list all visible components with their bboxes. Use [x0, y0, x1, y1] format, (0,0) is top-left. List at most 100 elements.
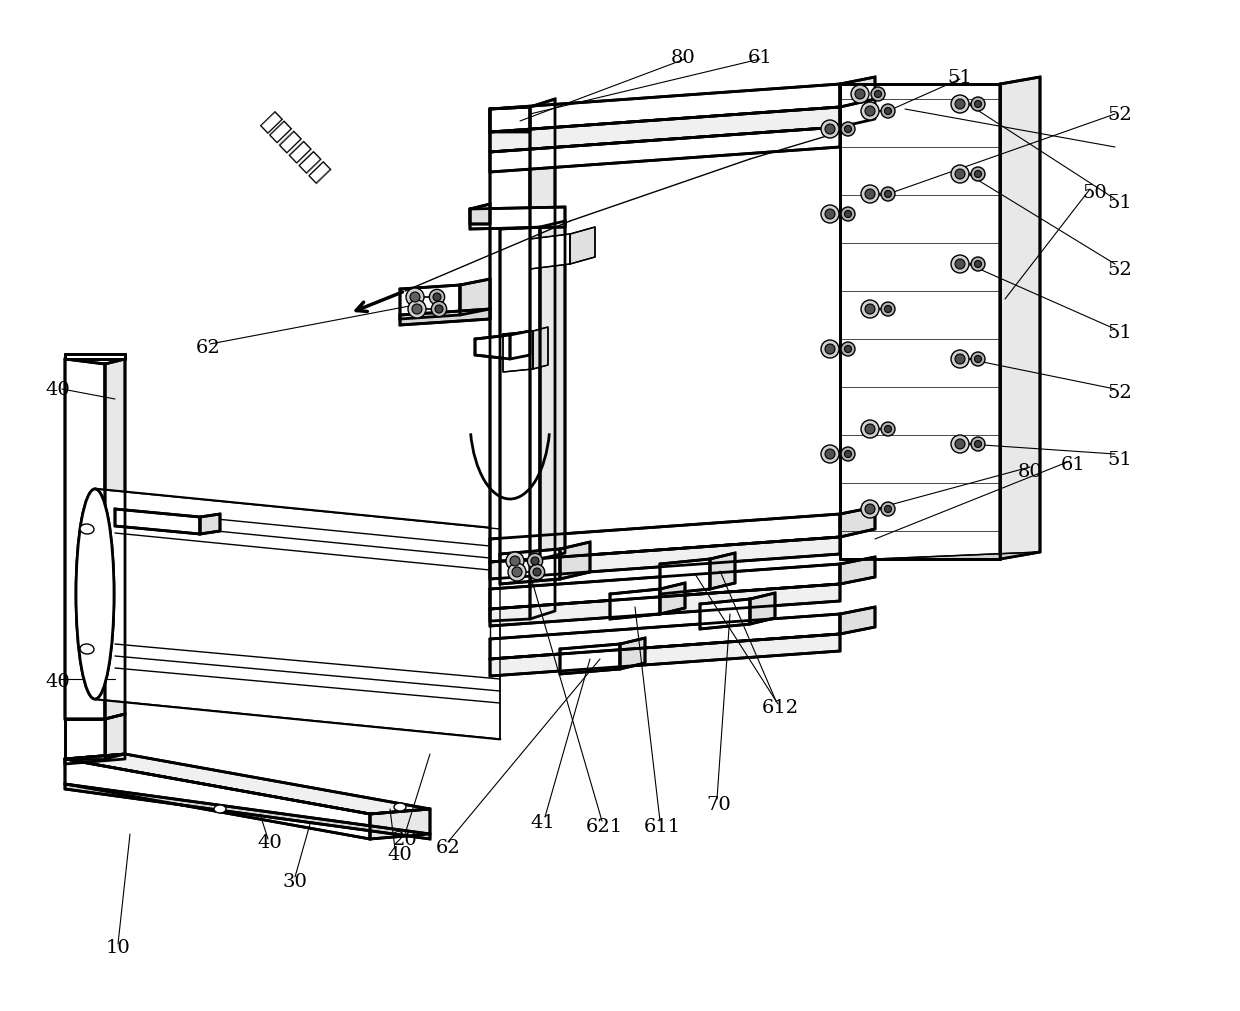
Circle shape — [506, 552, 525, 570]
Circle shape — [880, 302, 895, 316]
Circle shape — [844, 346, 852, 353]
Text: 40: 40 — [388, 845, 413, 863]
Polygon shape — [470, 205, 490, 224]
Text: 51: 51 — [1107, 451, 1132, 468]
Circle shape — [975, 101, 982, 108]
Text: 压头移动方向: 压头移动方向 — [257, 109, 334, 187]
Ellipse shape — [76, 489, 114, 700]
Polygon shape — [510, 332, 529, 360]
Polygon shape — [370, 809, 430, 839]
Polygon shape — [490, 127, 839, 173]
Polygon shape — [560, 543, 590, 579]
Circle shape — [866, 504, 875, 515]
Circle shape — [866, 304, 875, 314]
Polygon shape — [490, 538, 839, 579]
Circle shape — [821, 341, 839, 359]
Circle shape — [975, 356, 982, 363]
Text: 50: 50 — [1083, 184, 1107, 202]
Circle shape — [955, 100, 965, 110]
Circle shape — [884, 506, 892, 513]
Polygon shape — [560, 644, 620, 674]
Circle shape — [512, 567, 522, 577]
Circle shape — [529, 565, 544, 580]
Ellipse shape — [81, 525, 94, 535]
Text: 612: 612 — [761, 699, 799, 716]
Polygon shape — [95, 489, 500, 739]
Circle shape — [821, 446, 839, 463]
Polygon shape — [839, 85, 999, 559]
Polygon shape — [533, 328, 548, 370]
Polygon shape — [490, 584, 839, 627]
Polygon shape — [64, 785, 430, 839]
Polygon shape — [839, 552, 1040, 559]
Polygon shape — [529, 100, 556, 620]
Text: 70: 70 — [707, 796, 732, 813]
Circle shape — [951, 436, 968, 454]
Text: 80: 80 — [1018, 463, 1043, 480]
Circle shape — [955, 260, 965, 270]
Circle shape — [866, 107, 875, 117]
Polygon shape — [839, 608, 875, 634]
Circle shape — [951, 96, 968, 114]
Circle shape — [951, 256, 968, 274]
Circle shape — [841, 343, 856, 357]
Circle shape — [408, 300, 427, 318]
Polygon shape — [64, 360, 105, 719]
Polygon shape — [475, 336, 510, 360]
Circle shape — [844, 451, 852, 458]
Circle shape — [844, 211, 852, 218]
Circle shape — [870, 88, 885, 102]
Circle shape — [884, 108, 892, 115]
Text: 51: 51 — [1107, 324, 1132, 342]
Text: 40: 40 — [46, 380, 71, 398]
Polygon shape — [660, 583, 684, 615]
Circle shape — [841, 123, 856, 136]
Circle shape — [971, 438, 985, 452]
Polygon shape — [701, 600, 750, 630]
Polygon shape — [503, 332, 533, 373]
Text: 51: 51 — [947, 69, 972, 87]
Polygon shape — [460, 280, 490, 315]
Text: 51: 51 — [1107, 194, 1132, 211]
Polygon shape — [570, 227, 595, 265]
Text: 52: 52 — [1107, 383, 1132, 401]
Polygon shape — [529, 235, 570, 270]
Circle shape — [821, 206, 839, 223]
Circle shape — [825, 450, 835, 460]
Circle shape — [975, 441, 982, 448]
Circle shape — [951, 166, 968, 184]
Text: 10: 10 — [105, 938, 130, 956]
Circle shape — [955, 440, 965, 450]
Text: 30: 30 — [283, 872, 308, 890]
Polygon shape — [711, 553, 735, 589]
Circle shape — [955, 170, 965, 180]
Polygon shape — [839, 557, 875, 584]
Circle shape — [510, 556, 520, 566]
Circle shape — [971, 98, 985, 112]
Circle shape — [841, 448, 856, 462]
Polygon shape — [105, 360, 125, 719]
Polygon shape — [490, 108, 839, 153]
Circle shape — [951, 351, 968, 369]
Circle shape — [825, 345, 835, 355]
Text: 61: 61 — [748, 49, 773, 67]
Polygon shape — [490, 85, 839, 132]
Polygon shape — [64, 759, 370, 839]
Text: 611: 611 — [644, 817, 681, 835]
Circle shape — [861, 186, 879, 204]
Circle shape — [527, 554, 543, 569]
Circle shape — [861, 300, 879, 318]
Polygon shape — [490, 515, 839, 562]
Circle shape — [821, 121, 839, 139]
Text: 621: 621 — [585, 817, 622, 835]
Circle shape — [866, 425, 875, 435]
Circle shape — [866, 190, 875, 200]
Circle shape — [533, 568, 541, 576]
Circle shape — [861, 421, 879, 439]
Polygon shape — [64, 754, 125, 764]
Circle shape — [884, 306, 892, 313]
Circle shape — [874, 91, 882, 98]
Circle shape — [825, 125, 835, 134]
Polygon shape — [490, 564, 839, 610]
Circle shape — [884, 426, 892, 433]
